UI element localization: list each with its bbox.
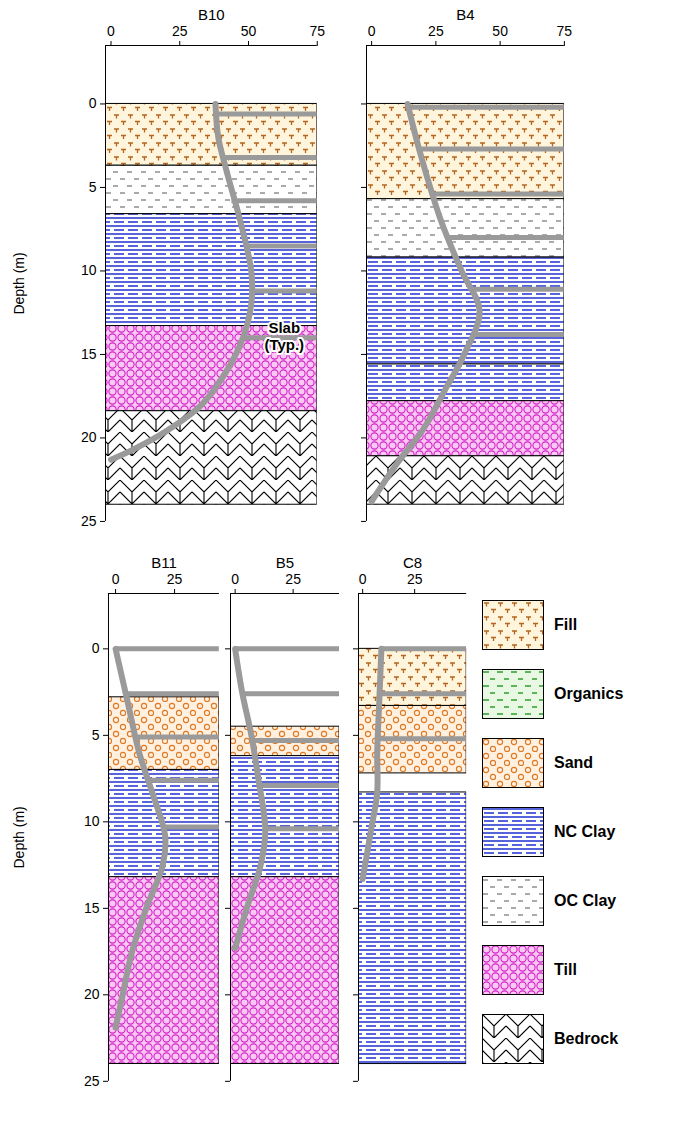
svg-text:Slab(Typ.): Slab(Typ.)	[264, 319, 304, 353]
svg-text:25: 25	[167, 571, 183, 587]
svg-text:25: 25	[84, 1073, 100, 1089]
svg-text:0: 0	[231, 571, 239, 587]
svg-text:C8: C8	[403, 554, 422, 571]
svg-text:20: 20	[81, 429, 97, 445]
svg-text:0: 0	[112, 571, 120, 587]
svg-text:B5: B5	[276, 554, 294, 571]
html-text:OC Clay: OC Clay	[554, 892, 617, 909]
svg-text:Depth (m): Depth (m)	[11, 252, 27, 314]
svg-text:50: 50	[241, 23, 257, 39]
html-text:NC Clay: NC Clay	[554, 823, 616, 840]
svg-text:20: 20	[84, 986, 100, 1002]
svg-text:0: 0	[368, 23, 376, 39]
html-text:Sand: Sand	[554, 754, 594, 771]
svg-text:10: 10	[84, 813, 100, 829]
svg-text:10: 10	[81, 262, 97, 278]
svg-text:25: 25	[172, 23, 188, 39]
svg-text:15: 15	[81, 346, 97, 362]
svg-text:B10: B10	[198, 6, 225, 23]
svg-text:25: 25	[428, 23, 444, 39]
svg-text:25: 25	[285, 571, 301, 587]
svg-text:5: 5	[89, 179, 97, 195]
svg-text:5: 5	[92, 727, 100, 743]
svg-text:25: 25	[81, 513, 97, 529]
svg-text:Depth (m): Depth (m)	[11, 806, 27, 868]
html-text:Organics: Organics	[554, 685, 624, 702]
svg-text:75: 75	[557, 23, 573, 39]
svg-text:0: 0	[92, 640, 100, 656]
svg-text:0: 0	[359, 571, 367, 587]
svg-text:B4: B4	[456, 6, 474, 23]
svg-text:15: 15	[84, 900, 100, 916]
svg-text:75: 75	[309, 23, 325, 39]
svg-text:0: 0	[107, 23, 115, 39]
html-text:Bedrock: Bedrock	[554, 1030, 618, 1047]
html-text:Till: Till	[554, 961, 577, 978]
html-text:Fill: Fill	[554, 616, 578, 633]
svg-text:B11: B11	[151, 554, 177, 571]
svg-text:0: 0	[89, 95, 97, 111]
svg-text:50: 50	[492, 23, 508, 39]
svg-text:25: 25	[407, 571, 423, 587]
